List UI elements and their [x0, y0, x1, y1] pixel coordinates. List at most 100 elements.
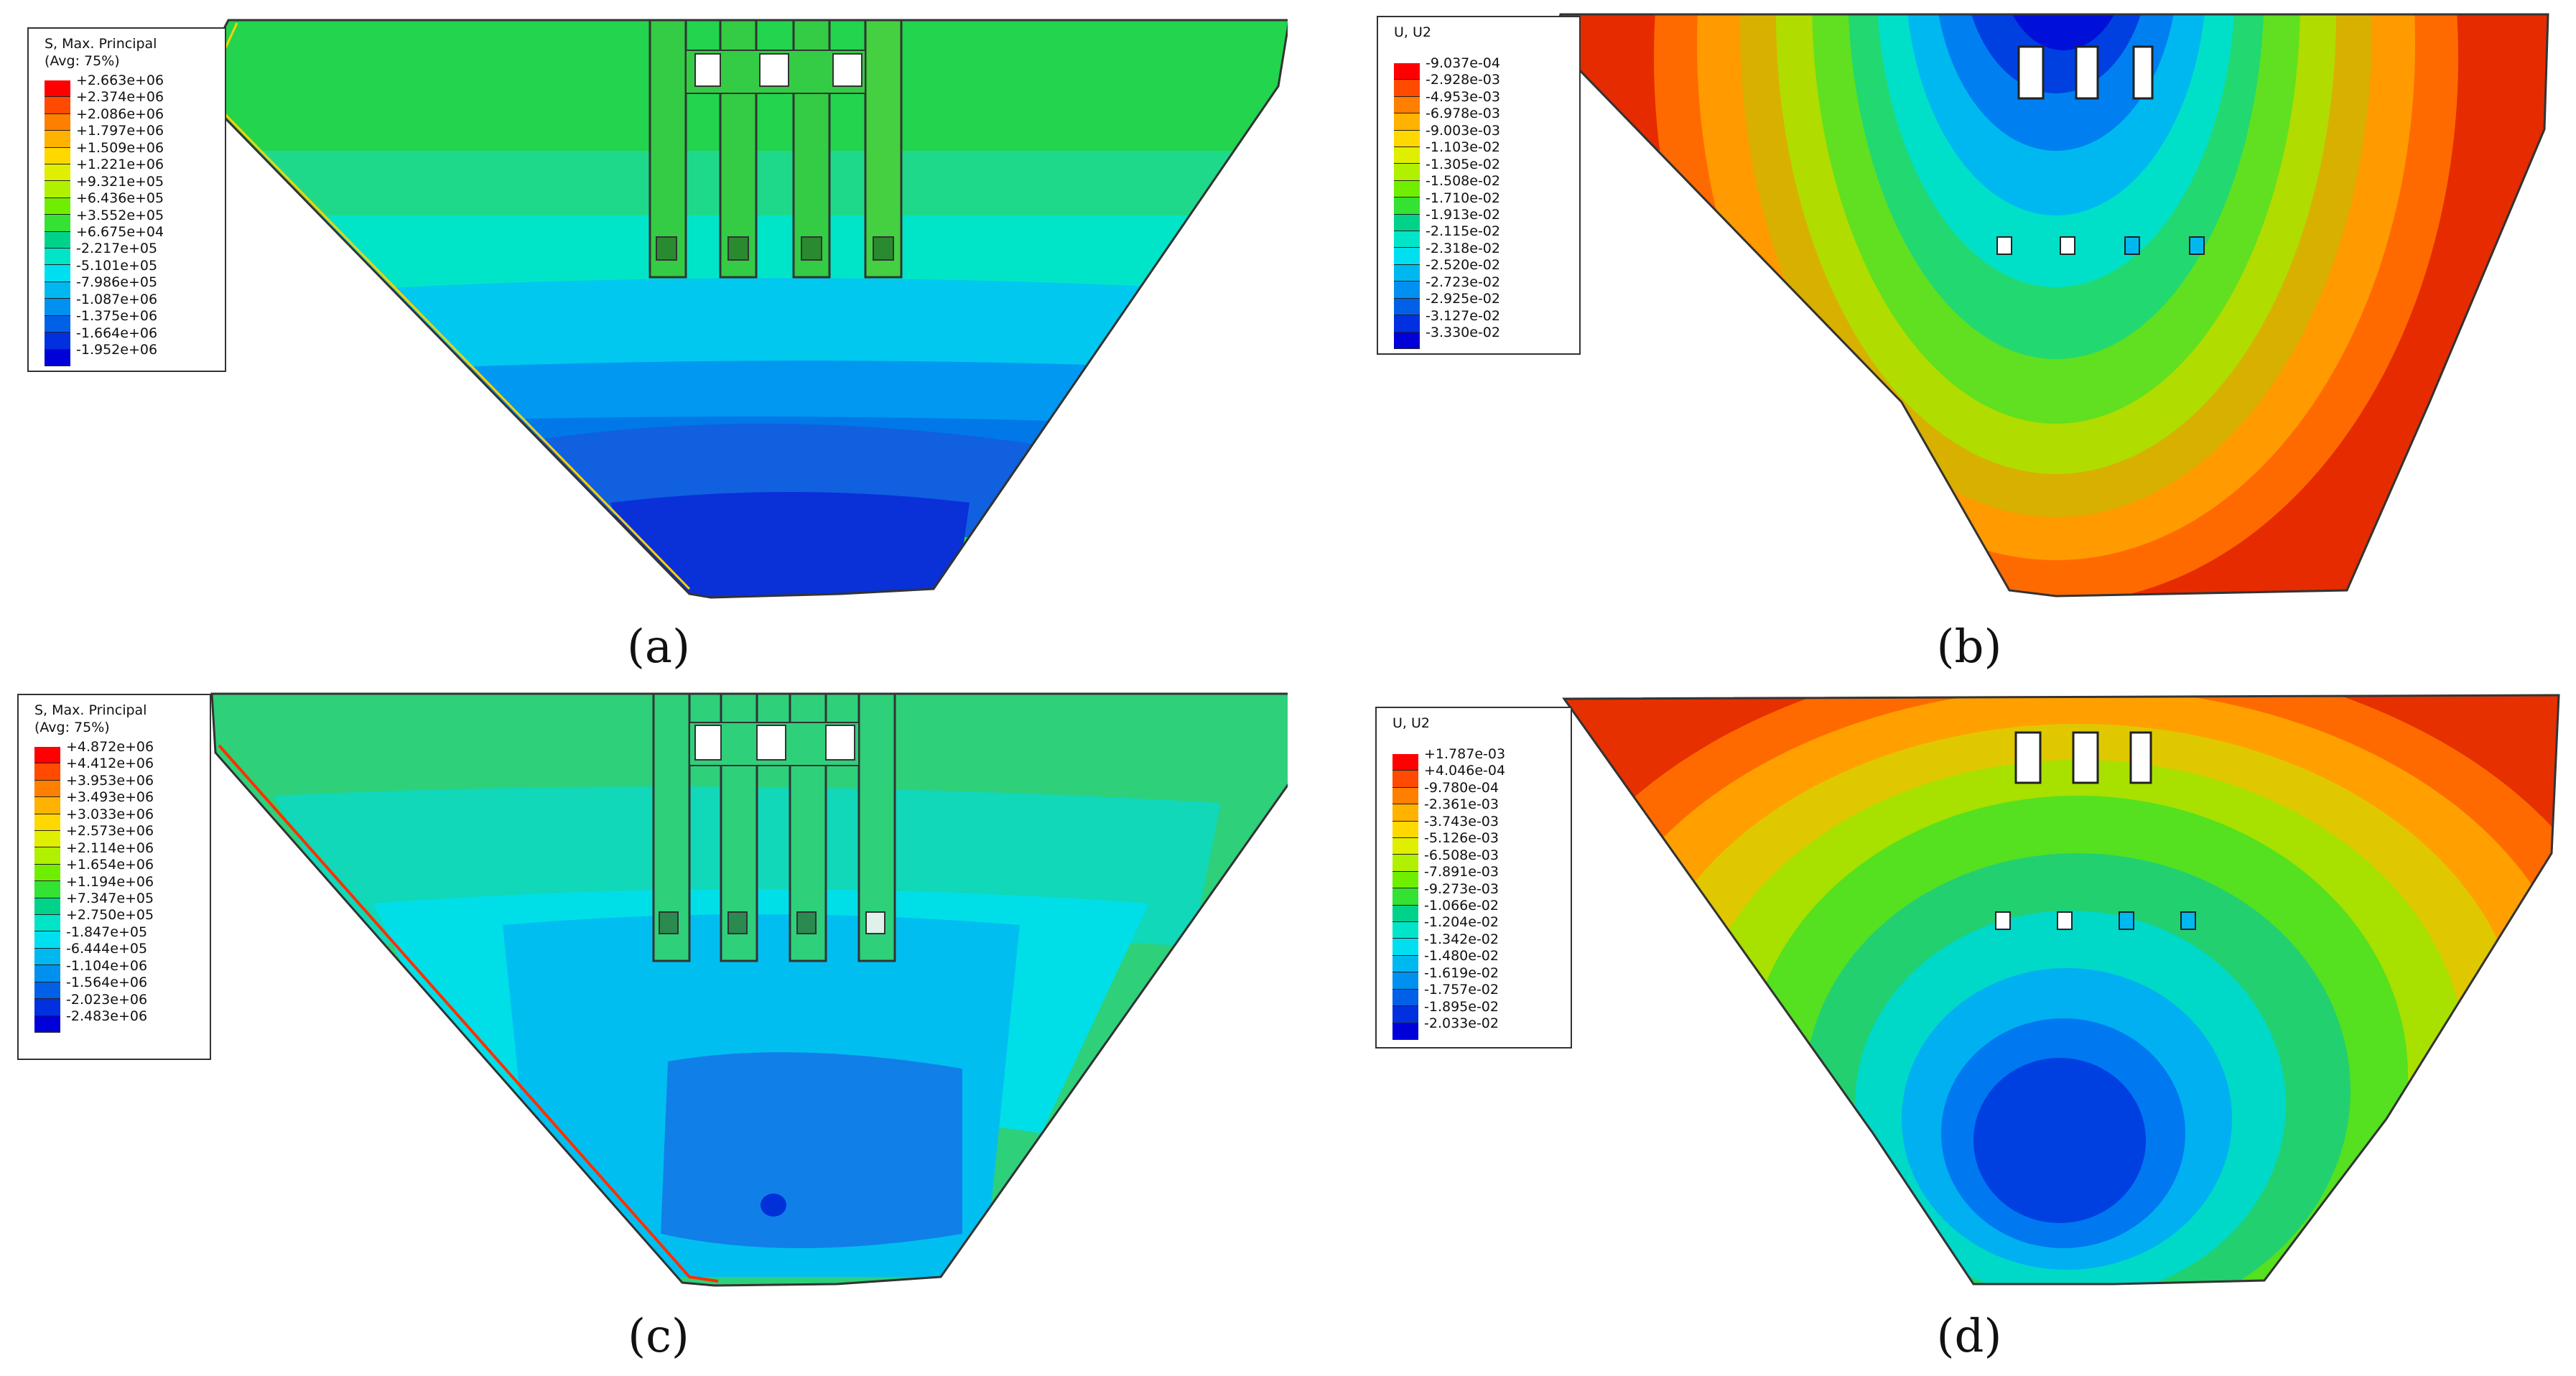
legend-subtitle: (Avg: 75%)	[34, 720, 110, 735]
color-bar-swatch	[45, 131, 70, 148]
legend-tick-label: +4.412e+06	[66, 756, 154, 772]
legend-title: S, Max. Principal	[45, 36, 157, 52]
legend-tick-label: -1.375e+06	[76, 308, 158, 325]
legend-tick-label: -2.023e+06	[66, 991, 148, 1008]
color-bar-swatch	[34, 747, 60, 764]
intake-towers-c	[652, 692, 896, 962]
color-bar-swatch	[1394, 197, 1420, 215]
openings-b	[1996, 45, 2205, 255]
legend-tick-label: -1.066e-02	[1424, 897, 1499, 914]
legend-tick-label: -9.037e-04	[1426, 55, 1500, 71]
legend-tick-label: -1.508e-02	[1426, 173, 1500, 190]
legend-tick-label: +6.675e+04	[76, 223, 164, 240]
legend-title: S, Max. Principal	[34, 702, 147, 718]
color-bar-swatch	[1394, 63, 1420, 80]
color-bar-swatch	[34, 982, 60, 1000]
intake-towers-a	[648, 19, 903, 279]
contour-plot-d	[1562, 694, 2560, 1286]
color-bar	[45, 80, 70, 366]
legend-tick-label: -1.104e+06	[66, 957, 148, 974]
openings-d	[1995, 731, 2196, 930]
legend-tick-label: +1.787e-03	[1424, 746, 1506, 762]
color-bar-swatch	[34, 797, 60, 814]
legend-tick-label: +1.654e+06	[66, 857, 154, 873]
color-bar-swatch	[45, 215, 70, 232]
color-bar-swatch	[45, 113, 70, 131]
legend-tick-label: -1.087e+06	[76, 291, 158, 307]
legend-tick-label: -1.847e+05	[66, 924, 148, 940]
color-bar-swatch	[1394, 214, 1420, 232]
color-bar	[1392, 754, 1418, 1040]
legend-c: S, Max. Principal (Avg: 75%) +4.872e+06 +…	[17, 694, 211, 1060]
legend-tick-label: -5.126e-03	[1424, 830, 1499, 847]
contour-plot-b	[1552, 13, 2549, 598]
legend-tick-label: -9.003e-03	[1426, 122, 1500, 139]
color-bar	[1394, 63, 1420, 349]
color-bar-swatch	[45, 231, 70, 249]
color-bar-swatch	[1392, 939, 1418, 956]
legend-tick-label: -1.619e-02	[1424, 964, 1499, 981]
legend-tick-label: -6.508e-03	[1424, 847, 1499, 863]
color-bar-swatch	[45, 80, 70, 98]
color-bar-swatch	[1392, 972, 1418, 990]
panel-b: U, U2 -9.037e-04 -2.928e-03 -4.953e-03 -6.9…	[1288, 0, 2576, 688]
color-bar-swatch	[45, 333, 70, 350]
color-bar-swatch	[45, 197, 70, 215]
legend-tick-label: -9.273e-03	[1424, 880, 1499, 897]
color-bar-swatch	[1394, 180, 1420, 198]
edge-c	[218, 744, 719, 1283]
color-bar	[34, 747, 60, 1033]
legend-tick-label: -2.033e-02	[1424, 1015, 1499, 1031]
contour-plot-a	[192, 19, 1288, 599]
panel-a: S, Max. Principal (Avg: 75%) +2.663e+06 +…	[0, 0, 1288, 688]
color-bar-swatch	[1392, 855, 1418, 872]
color-bar-swatch	[34, 780, 60, 798]
legend-tick-label: +2.750e+05	[66, 907, 154, 924]
legend-tick-label: -1.342e-02	[1424, 931, 1499, 947]
color-bar-swatch	[34, 898, 60, 916]
color-bar-swatch	[1394, 282, 1420, 299]
color-bar-swatch	[1392, 888, 1418, 906]
legend-tick-label: -2.723e-02	[1426, 274, 1500, 290]
color-bar-swatch	[1394, 113, 1420, 131]
color-bar-swatch	[45, 248, 70, 266]
legend-tick-label: +1.221e+06	[76, 157, 164, 173]
color-bar-swatch	[34, 814, 60, 832]
legend-tick-label: -2.928e-03	[1426, 72, 1500, 88]
panel-c: S, Max. Principal (Avg: 75%) +4.872e+06 +…	[0, 688, 1288, 1376]
legend-tick-label: -1.895e-02	[1424, 998, 1499, 1015]
color-bar-swatch	[45, 315, 70, 333]
legend-tick-label: -3.127e-02	[1426, 307, 1500, 324]
legend-tick-label: -1.952e+06	[76, 342, 158, 358]
color-bar-swatch	[1392, 1023, 1418, 1040]
color-bar-swatch	[45, 164, 70, 182]
color-bar-swatch	[1394, 315, 1420, 333]
legend-tick-label: -3.330e-02	[1426, 325, 1500, 340]
color-bar-swatch	[34, 831, 60, 848]
legend-tick-label: -1.564e+06	[66, 975, 148, 991]
caption-d: (d)	[1936, 1310, 2002, 1363]
legend-tick-label: +1.194e+06	[66, 873, 154, 890]
color-bar-swatch	[1392, 1006, 1418, 1023]
legend-tick-label: +1.509e+06	[76, 139, 164, 156]
legend-tick-label: +3.493e+06	[66, 789, 154, 806]
caption-c: (c)	[628, 1310, 689, 1363]
color-bar-swatch	[1392, 754, 1418, 771]
legend-tick-label: -2.361e-03	[1424, 796, 1499, 813]
legend-tick-label: +3.552e+05	[76, 207, 164, 223]
legend-ticks: +2.663e+06 +2.374e+06 +2.086e+06 +1.797e+06…	[76, 73, 164, 358]
dam-outline-d	[1562, 694, 2560, 1286]
color-bar-swatch	[1394, 298, 1420, 316]
legend-tick-label: -2.217e+05	[76, 241, 158, 257]
legend-tick-label: +9.321e+05	[76, 173, 164, 190]
legend-tick-label: -3.743e-03	[1424, 813, 1499, 829]
dam-outline-c	[210, 692, 1288, 1287]
panel-d: U, U2 +1.787e-03 +4.046e-04 -9.780e-04 -2.3…	[1288, 688, 2576, 1376]
color-bar-swatch	[1392, 821, 1418, 839]
legend-tick-label: -2.925e-02	[1426, 291, 1500, 307]
legend-tick-label: -5.101e+05	[76, 257, 158, 274]
color-bar-swatch	[1394, 96, 1420, 114]
legend-d: U, U2 +1.787e-03 +4.046e-04 -9.780e-04 -2.3…	[1375, 707, 1572, 1049]
legend-tick-label: +4.046e-04	[1424, 763, 1506, 779]
color-bar-swatch	[1392, 955, 1418, 973]
